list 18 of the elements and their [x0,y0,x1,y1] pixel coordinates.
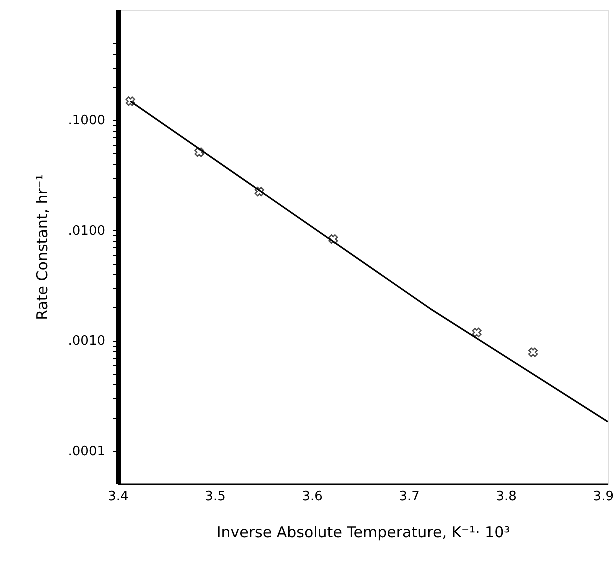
y-tick-label: .0001 [68,444,106,460]
x-tick-label: 3.4 [108,490,129,504]
point [126,96,136,106]
y-tick-label: .0010 [68,334,106,350]
point [194,148,204,158]
y-tick-label: .0100 [68,224,106,239]
point [328,234,338,244]
point [528,348,538,358]
y-tick-label: .1000 [68,114,106,129]
x-tick-label: 3.5 [205,490,226,504]
point [472,328,482,338]
y-axis-title: Rate Constant, hr⁻¹ [33,174,52,320]
x-tick-label: 3.6 [302,490,323,504]
x-tick-label: 3.9 [593,490,614,504]
x-tick-label: 3.7 [399,490,420,504]
point [254,187,264,197]
x-tick-label: 3.8 [496,490,517,504]
x-axis-title: Inverse Absolute Temperature, K⁻¹· 10³ [216,524,510,542]
